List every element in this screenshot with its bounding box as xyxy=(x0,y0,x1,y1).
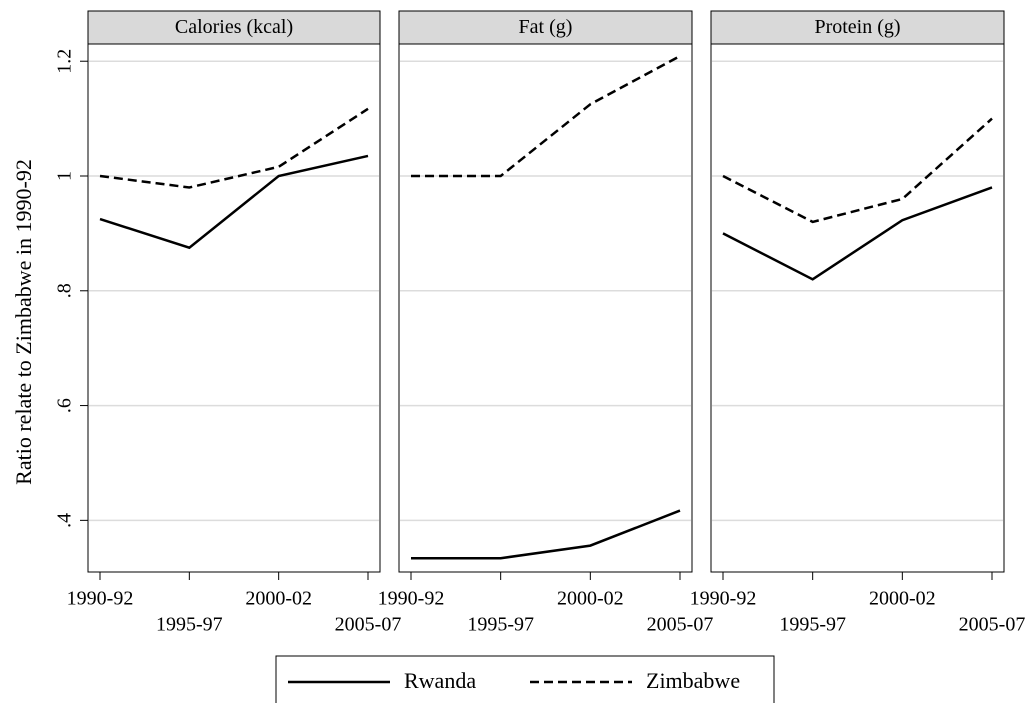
legend-label: Rwanda xyxy=(404,668,476,693)
x-tick-label: 2000-02 xyxy=(557,588,624,610)
panel-title: Calories (kcal) xyxy=(175,16,293,38)
series-line xyxy=(99,154,369,250)
x-tick-label: 1995-97 xyxy=(467,614,534,636)
panel-header xyxy=(398,10,693,45)
legend-box xyxy=(275,655,775,703)
panel-header xyxy=(87,10,381,45)
y-tick-label: 1.2 xyxy=(54,49,76,74)
panel-title: Protein (g) xyxy=(814,16,900,38)
y-tick-label: .4 xyxy=(54,513,76,528)
legend-label: Zimbabwe xyxy=(646,668,740,693)
series-line xyxy=(411,54,681,178)
y-tick-label: 1 xyxy=(54,171,76,181)
x-tick-label: 1995-97 xyxy=(779,614,846,636)
x-tick-label: 1990-92 xyxy=(67,588,134,610)
x-tick-label: 1990-92 xyxy=(378,588,445,610)
panel-header xyxy=(710,10,1005,45)
x-tick-label: 2000-02 xyxy=(245,588,312,610)
x-tick-label: 2005-07 xyxy=(959,614,1026,636)
series-line xyxy=(99,107,369,189)
panel-background xyxy=(398,43,693,573)
series-line xyxy=(722,186,993,281)
x-tick-label: 2000-02 xyxy=(869,588,936,610)
panel-background xyxy=(87,43,381,573)
series-line xyxy=(722,117,993,224)
y-tick-label: .8 xyxy=(54,283,76,298)
x-tick-label: 2005-07 xyxy=(335,614,402,636)
panel-title: Fat (g) xyxy=(519,16,573,38)
series-line xyxy=(411,509,681,560)
y-axis-label: Ratio relate to Zimbabwe in 1990-92 xyxy=(11,159,36,485)
x-tick-label: 1990-92 xyxy=(690,588,757,610)
x-tick-label: 2005-07 xyxy=(647,614,714,636)
x-tick-label: 1995-97 xyxy=(156,614,223,636)
panel-background xyxy=(710,43,1005,573)
y-tick-label: .6 xyxy=(54,398,76,413)
